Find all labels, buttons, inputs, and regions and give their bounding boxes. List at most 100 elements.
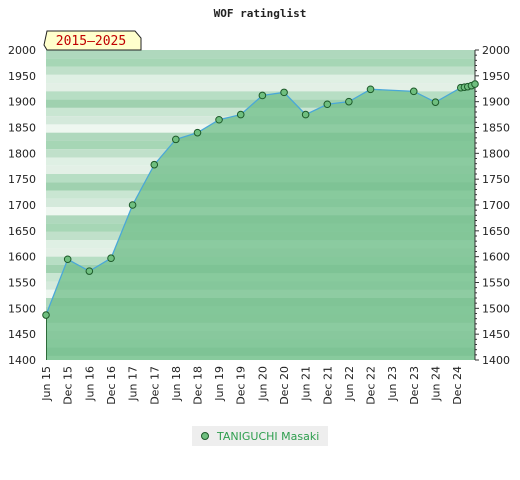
data-point xyxy=(345,97,353,106)
area-stripe xyxy=(46,165,475,174)
area-stripe xyxy=(46,99,475,108)
x-tick-label: Jun 23 xyxy=(386,366,399,402)
y-tick-label-left: 1450 xyxy=(8,328,36,341)
area-stripe xyxy=(46,298,475,307)
data-point xyxy=(431,98,440,106)
y-axis-left: 1400 1450 1500 1550 1600 1650 1700 1750 1800 1850… xyxy=(8,44,36,367)
data-point xyxy=(471,80,479,88)
area-stripe xyxy=(46,66,475,75)
legend-label: TANIGUCHI Masaki xyxy=(217,429,320,443)
y-tick-label-right: 2000 xyxy=(482,44,510,57)
y-tick-label-right: 1850 xyxy=(482,122,510,135)
y-tick-label-right: 1950 xyxy=(482,70,510,83)
period-badge-text: 2015–2025 xyxy=(56,34,126,49)
y-tick-label-right: 1450 xyxy=(482,328,510,341)
x-tick-label: Jun 24 xyxy=(429,366,442,402)
data-points xyxy=(42,80,479,319)
legend-marker-icon xyxy=(201,432,209,440)
x-tick-label: Jun 22 xyxy=(343,366,356,402)
area-stripe xyxy=(46,182,475,191)
y-tick-label-right: 1500 xyxy=(482,302,510,315)
y-tick-label-left: 1500 xyxy=(8,302,36,315)
x-tick-label: Dec 24 xyxy=(451,366,464,405)
y-tick-label-right: 1400 xyxy=(482,354,510,367)
y-tick-label-left: 1400 xyxy=(8,354,36,367)
y-tick-label-left: 1800 xyxy=(8,147,36,160)
x-tick-label: Dec 23 xyxy=(408,366,421,405)
x-tick-label: Jun 17 xyxy=(127,366,140,402)
y-tick-label-left: 1650 xyxy=(8,225,36,238)
area-stripe xyxy=(46,314,475,323)
series-area xyxy=(46,84,475,360)
data-point xyxy=(280,88,288,97)
data-point xyxy=(301,110,310,119)
area-stripe xyxy=(46,83,475,92)
background-band xyxy=(46,50,475,59)
area-stripe xyxy=(46,331,475,340)
background-band xyxy=(46,66,475,75)
y-tick-label-left: 1950 xyxy=(8,70,36,83)
data-point xyxy=(107,254,115,263)
background-band xyxy=(46,74,475,84)
x-tick-label: Dec 15 xyxy=(62,366,75,405)
x-tick-label: Jun 21 xyxy=(300,366,313,402)
x-tick-label: Jun 19 xyxy=(213,366,226,402)
area-stripe xyxy=(46,248,475,257)
area-stripe xyxy=(46,50,475,59)
data-point xyxy=(215,115,223,124)
x-tick-label: Dec 22 xyxy=(365,366,378,405)
x-tick-label: Dec 16 xyxy=(105,366,118,405)
background-band xyxy=(46,58,475,67)
area-stripe xyxy=(46,215,475,224)
y-tick-label-left: 1700 xyxy=(8,199,36,212)
data-point xyxy=(409,87,418,96)
data-point xyxy=(42,311,50,319)
area-stripe xyxy=(46,132,475,141)
y-tick-label-right: 1650 xyxy=(482,225,510,238)
area-stripe xyxy=(46,264,475,274)
x-axis: Jun 15 Dec 15 Jun 16 Dec 16 Jun 17 Dec 17 Jun … xyxy=(40,366,464,405)
data-point xyxy=(85,267,94,275)
data-point xyxy=(172,135,180,144)
data-point xyxy=(193,128,202,137)
y-tick-label-left: 1550 xyxy=(8,277,36,290)
y-tick-label-right: 1600 xyxy=(482,251,510,264)
y-tick-label-left: 2000 xyxy=(8,44,36,57)
x-tick-label: Jun 18 xyxy=(170,366,183,402)
y-tick-label-right: 1750 xyxy=(482,173,510,186)
y-tick-label-left: 1900 xyxy=(8,96,36,109)
y-axis-right: 1400 1450 1500 1550 1600 1650 1700 1750 1800 1850… xyxy=(474,44,510,367)
data-point xyxy=(323,100,332,109)
y-tick-label-right: 1800 xyxy=(482,147,510,160)
x-tick-label: Dec 18 xyxy=(191,366,204,405)
x-tick-label: Dec 19 xyxy=(235,366,248,405)
data-point xyxy=(63,255,72,264)
area-stripe xyxy=(46,281,475,290)
area-stripe xyxy=(46,231,475,241)
data-point xyxy=(128,201,137,209)
period-badge: 2015–2025 xyxy=(43,30,142,51)
y-tick-label-left: 1600 xyxy=(8,251,36,264)
data-point xyxy=(366,85,375,94)
y-tick-label-right: 1900 xyxy=(482,96,510,109)
legend: TANIGUCHI Masaki xyxy=(192,426,328,446)
area-stripe xyxy=(46,149,475,158)
area-stripe xyxy=(46,116,475,125)
data-point xyxy=(150,160,159,169)
y-tick-label-right: 1700 xyxy=(482,199,510,212)
x-tick-label: Jun 20 xyxy=(256,366,269,402)
x-tick-label: Jun 16 xyxy=(83,366,96,402)
background-band xyxy=(46,83,475,92)
y-tick-label-right: 1550 xyxy=(482,277,510,290)
area-layer xyxy=(46,50,475,360)
y-tick-label-left: 1750 xyxy=(8,173,36,186)
x-tick-label: Jun 15 xyxy=(40,366,53,402)
x-tick-label: Dec 21 xyxy=(321,366,334,405)
data-point xyxy=(236,110,245,119)
y-tick-label-left: 1850 xyxy=(8,122,36,135)
x-tick-label: Dec 17 xyxy=(148,366,161,405)
x-tick-label: Dec 20 xyxy=(278,366,291,405)
data-point xyxy=(258,91,267,100)
chart-title: WOF ratinglist xyxy=(214,7,307,20)
